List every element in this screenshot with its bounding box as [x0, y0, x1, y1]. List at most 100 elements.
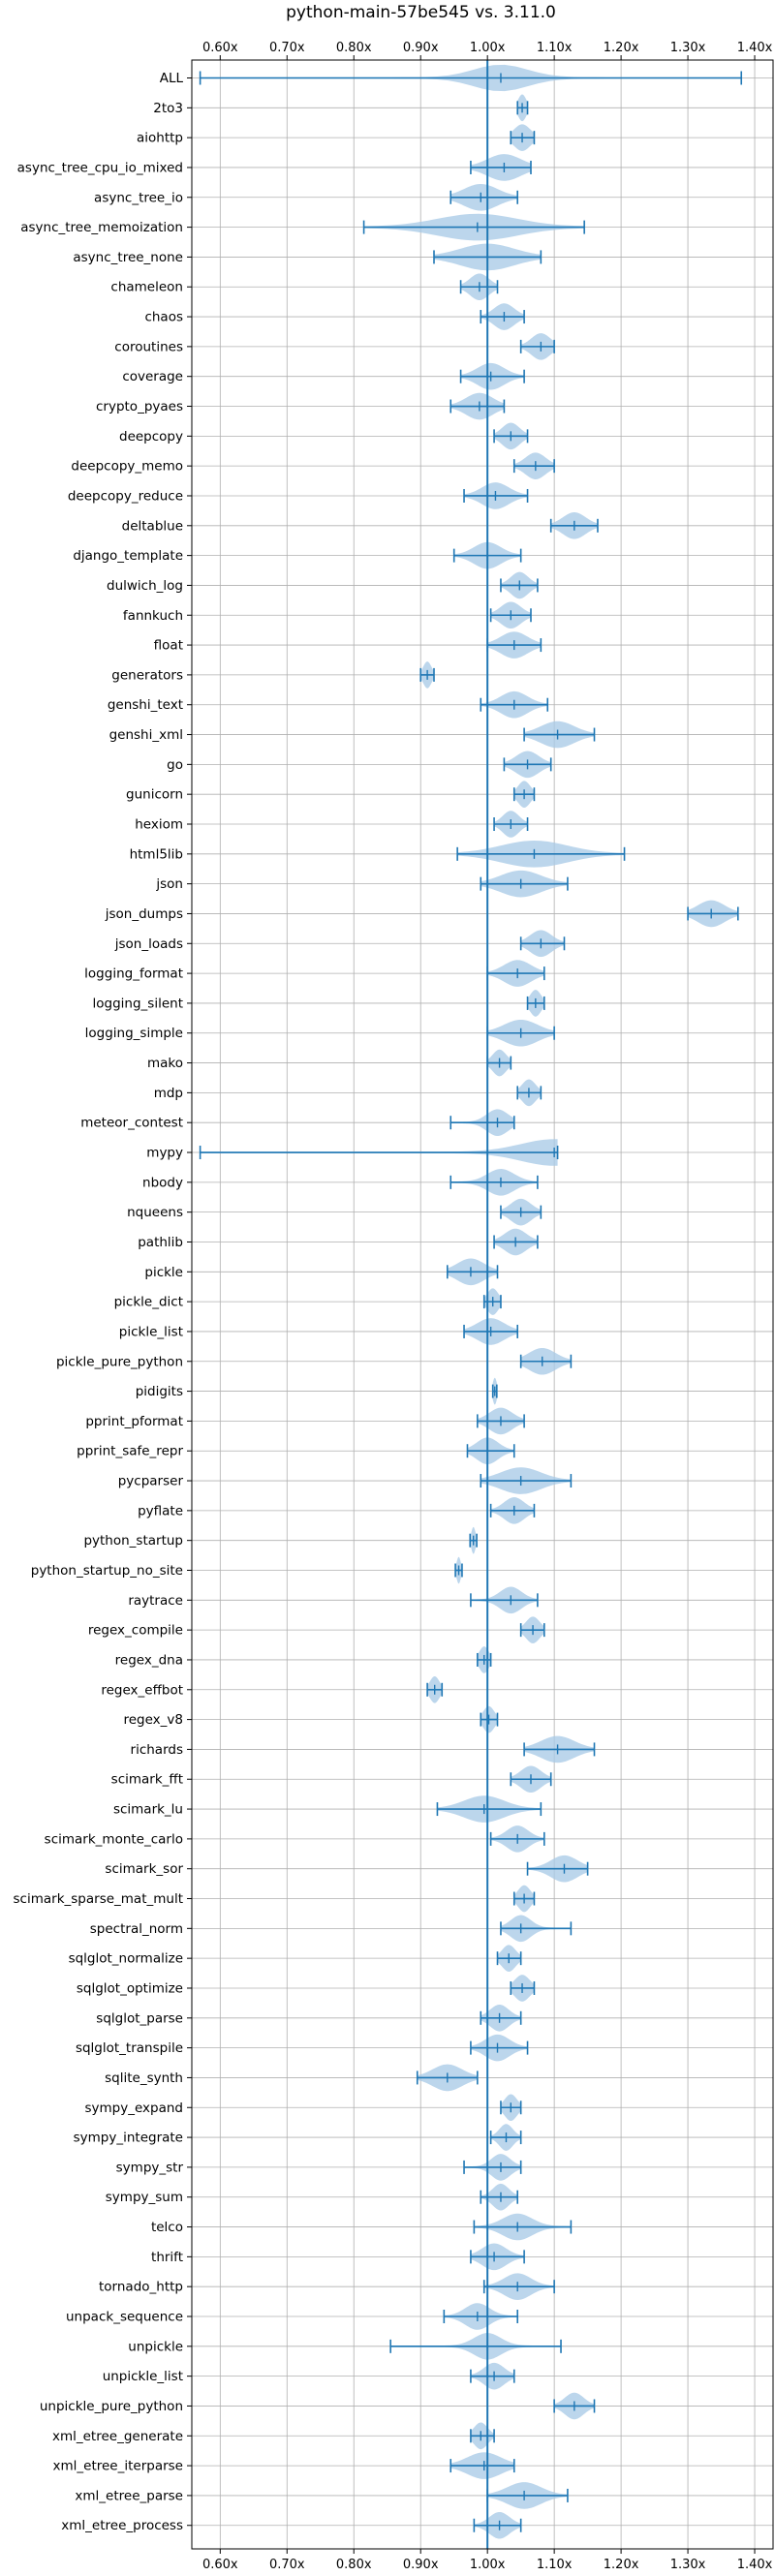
category-label: aiohttp [137, 131, 183, 146]
category-label: telco [151, 2220, 183, 2235]
category-label: regex_dna [115, 1652, 183, 1668]
bottom-tick-label: 0.70x [269, 2558, 305, 2572]
category-label: chaos [144, 310, 183, 325]
category-label: unpack_sequence [66, 2310, 183, 2325]
category-label: html5lib [130, 846, 183, 862]
category-label: deepcopy_reduce [68, 488, 183, 504]
category-label: sqlglot_normalize [69, 1951, 183, 1967]
category-label: sympy_str [116, 2160, 184, 2175]
category-label: scimark_fft [111, 1772, 183, 1788]
category-label: genshi_text [108, 697, 183, 713]
top-tick-label: 0.90x [403, 41, 439, 55]
category-label: sqlglot_optimize [77, 1980, 183, 1996]
category-label-layer: ALL 2to3 aiohttp async_tree_cpu_io_mixedasy… [14, 71, 184, 2533]
category-label: json [155, 876, 183, 892]
bottom-tick-label: 0.60x [202, 2558, 238, 2572]
category-label: xml_etree_generate [52, 2429, 183, 2444]
category-label: nbody [142, 1175, 183, 1190]
category-label: pathlib [138, 1235, 183, 1250]
category-label: django_template [73, 548, 183, 564]
bottom-tick-label: 1.40x [737, 2558, 773, 2572]
category-label: deepcopy [119, 429, 183, 445]
category-label: sympy_expand [84, 2101, 183, 2116]
top-tick-label: 0.70x [269, 41, 305, 55]
category-label: async_tree_io [94, 190, 183, 205]
category-label: python_startup [83, 1533, 183, 1549]
category-label: json_dumps [105, 906, 183, 922]
top-tick-label: 1.30x [670, 41, 706, 55]
category-label: async_tree_none [73, 250, 183, 265]
category-label: unpickle_list [103, 2369, 183, 2384]
category-label: meteor_contest [80, 1116, 183, 1131]
category-label: nqueens [127, 1205, 183, 1220]
category-label: pyflate [138, 1503, 183, 1518]
category-label: sympy_sum [106, 2190, 183, 2205]
category-label: xml_etree_process [61, 2518, 183, 2533]
category-label: unpickle [128, 2339, 183, 2354]
category-label: gunicorn [126, 787, 183, 803]
category-label: scimark_lu [113, 1802, 183, 1818]
category-label: deltablue [122, 518, 183, 534]
category-label: hexiom [135, 817, 183, 833]
category-label: xml_etree_iterparse [53, 2459, 184, 2474]
category-label: async_tree_cpu_io_mixed [17, 160, 183, 175]
category-label: pickle_pure_python [56, 1354, 183, 1369]
category-label: logging_simple [85, 1026, 183, 1041]
category-label: coroutines [114, 339, 183, 354]
category-label: pickle [144, 1265, 183, 1280]
category-label: sqlglot_parse [96, 2010, 183, 2026]
tick-layer: 0.60x 0.60x 0.70x 0.70x 0.80x 0.80x 0.90x 0.90x… [187, 41, 773, 2572]
category-label: sympy_integrate [74, 2131, 183, 2146]
top-tick-label: 1.40x [737, 41, 773, 55]
category-label: pickle_list [119, 1324, 183, 1339]
category-label: thrift [151, 2250, 183, 2265]
category-label: regex_compile [88, 1623, 183, 1639]
grid-layer [192, 60, 773, 2549]
category-label: mako [147, 1056, 183, 1071]
category-label: json_loads [114, 936, 183, 952]
category-label: richards [131, 1742, 183, 1758]
range-layer [199, 71, 743, 2532]
category-label: mdp [154, 1086, 183, 1101]
category-label: coverage [122, 369, 183, 384]
category-label: xml_etree_parse [75, 2488, 183, 2503]
category-label: scimark_monte_carlo [45, 1831, 183, 1847]
category-label: pprint_safe_repr [77, 1444, 183, 1459]
category-label: regex_v8 [123, 1712, 183, 1728]
category-label: float [154, 638, 183, 654]
category-label: tornado_http [99, 2280, 183, 2295]
category-label: deepcopy_memo [71, 459, 183, 475]
category-label: scimark_sparse_mat_mult [14, 1891, 183, 1907]
category-label: chameleon [110, 280, 183, 295]
category-label: dulwich_log [107, 578, 183, 594]
category-label: generators [111, 667, 183, 683]
category-label: mypy [146, 1146, 183, 1161]
category-label: python_startup_no_site [31, 1563, 183, 1579]
category-label: spectral_norm [90, 1921, 183, 1937]
top-tick-label: 1.00x [470, 41, 506, 55]
bottom-tick-label: 1.20x [604, 2558, 639, 2572]
category-label: logging_format [84, 966, 183, 982]
chart-title: python-main-57be545 vs. 3.11.0 [286, 3, 556, 22]
category-label: logging_silent [93, 996, 183, 1011]
category-label: pidigits [136, 1384, 183, 1399]
category-label: raytrace [128, 1593, 183, 1609]
category-label: scimark_sor [105, 1861, 183, 1877]
category-label: regex_effbot [101, 1682, 183, 1698]
plot-frame [191, 59, 774, 2550]
bottom-tick-label: 1.10x [537, 2558, 573, 2572]
top-tick-label: 1.20x [604, 41, 639, 55]
top-tick-label: 0.80x [336, 41, 372, 55]
bottom-tick-label: 0.80x [336, 2558, 372, 2572]
category-label: pprint_pformat [85, 1414, 183, 1429]
bottom-tick-label: 1.00x [470, 2558, 506, 2572]
category-label: fannkuch [123, 608, 183, 624]
category-label: async_tree_memoization [20, 220, 183, 235]
category-label: pickle_dict [114, 1295, 183, 1310]
category-label: sqlite_synth [105, 2070, 183, 2086]
category-label: 2to3 [153, 101, 183, 116]
category-label: genshi_xml [109, 727, 183, 743]
category-label: go [167, 757, 183, 773]
top-tick-label: 0.60x [202, 41, 238, 55]
